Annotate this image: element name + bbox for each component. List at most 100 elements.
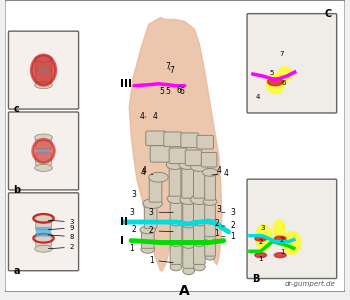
Text: 3: 3 (130, 208, 135, 217)
Ellipse shape (182, 241, 195, 248)
Ellipse shape (274, 253, 286, 258)
Ellipse shape (169, 238, 183, 246)
Ellipse shape (33, 139, 55, 163)
Ellipse shape (35, 215, 52, 222)
Text: 7: 7 (280, 51, 285, 57)
Ellipse shape (255, 253, 267, 258)
Text: 7: 7 (170, 66, 175, 75)
FancyBboxPatch shape (36, 136, 51, 149)
FancyBboxPatch shape (150, 146, 170, 162)
Text: 4: 4 (216, 166, 221, 175)
Ellipse shape (205, 254, 215, 260)
Text: I: I (120, 236, 125, 245)
Text: 1: 1 (280, 249, 285, 255)
FancyBboxPatch shape (201, 152, 217, 167)
Text: 5: 5 (166, 87, 170, 96)
Ellipse shape (202, 169, 218, 176)
Text: C: C (324, 8, 332, 19)
FancyBboxPatch shape (170, 198, 182, 220)
Text: 8: 8 (48, 234, 74, 240)
Text: 1: 1 (215, 229, 219, 238)
Ellipse shape (35, 134, 52, 141)
Text: II: II (120, 217, 128, 227)
Text: 6: 6 (282, 80, 286, 86)
FancyBboxPatch shape (36, 218, 51, 230)
Ellipse shape (182, 220, 195, 228)
Ellipse shape (193, 238, 206, 246)
Text: 3: 3 (149, 208, 173, 217)
Ellipse shape (277, 66, 293, 82)
FancyBboxPatch shape (169, 148, 187, 164)
FancyBboxPatch shape (8, 193, 79, 271)
Ellipse shape (191, 195, 208, 205)
FancyBboxPatch shape (183, 199, 195, 224)
Ellipse shape (274, 236, 286, 241)
Ellipse shape (191, 162, 208, 171)
FancyBboxPatch shape (205, 221, 215, 237)
Ellipse shape (267, 78, 283, 86)
FancyBboxPatch shape (185, 150, 202, 166)
Ellipse shape (35, 82, 52, 88)
Text: III: III (120, 79, 132, 89)
FancyBboxPatch shape (247, 14, 337, 113)
Ellipse shape (194, 263, 205, 271)
FancyBboxPatch shape (182, 164, 194, 198)
FancyBboxPatch shape (37, 148, 50, 153)
Text: 6: 6 (180, 87, 184, 96)
FancyBboxPatch shape (36, 153, 51, 165)
FancyBboxPatch shape (146, 131, 165, 146)
Ellipse shape (31, 55, 56, 85)
Ellipse shape (180, 195, 197, 205)
Ellipse shape (272, 219, 286, 241)
Text: 4: 4 (141, 168, 153, 177)
FancyBboxPatch shape (205, 237, 215, 256)
FancyBboxPatch shape (254, 219, 267, 239)
FancyBboxPatch shape (164, 132, 182, 147)
Text: 3: 3 (216, 205, 221, 214)
FancyBboxPatch shape (257, 85, 274, 110)
Ellipse shape (203, 198, 217, 206)
Text: 5: 5 (159, 87, 164, 96)
FancyBboxPatch shape (170, 242, 182, 264)
FancyBboxPatch shape (36, 227, 51, 237)
FancyBboxPatch shape (247, 179, 337, 278)
Ellipse shape (167, 194, 185, 203)
Text: 2: 2 (259, 238, 263, 244)
Text: 5: 5 (269, 70, 274, 76)
FancyBboxPatch shape (183, 244, 195, 268)
FancyBboxPatch shape (274, 219, 287, 239)
FancyBboxPatch shape (274, 255, 287, 271)
Ellipse shape (179, 160, 196, 170)
Text: dr-gumpert.de: dr-gumpert.de (285, 280, 336, 286)
FancyBboxPatch shape (280, 50, 294, 70)
Text: 1: 1 (149, 256, 173, 265)
FancyBboxPatch shape (194, 223, 205, 241)
Text: b: b (13, 185, 20, 195)
Text: B: B (252, 274, 259, 284)
Text: 1: 1 (129, 244, 134, 253)
FancyBboxPatch shape (36, 58, 51, 70)
Text: 4: 4 (256, 94, 260, 100)
Ellipse shape (204, 218, 216, 224)
Ellipse shape (140, 226, 155, 234)
FancyBboxPatch shape (205, 201, 215, 220)
FancyBboxPatch shape (36, 234, 51, 246)
Text: 7: 7 (165, 62, 170, 71)
Text: 2: 2 (222, 221, 235, 230)
Text: 2: 2 (48, 244, 74, 250)
Text: a: a (13, 266, 20, 276)
FancyBboxPatch shape (197, 135, 214, 149)
FancyBboxPatch shape (194, 242, 205, 264)
Text: 2: 2 (280, 237, 284, 243)
FancyBboxPatch shape (194, 166, 205, 198)
Text: 6: 6 (177, 86, 182, 95)
FancyBboxPatch shape (254, 255, 267, 271)
Ellipse shape (183, 267, 195, 274)
FancyBboxPatch shape (149, 178, 162, 202)
Ellipse shape (35, 55, 52, 62)
Ellipse shape (35, 164, 52, 171)
Text: 4: 4 (153, 112, 158, 122)
Text: 1: 1 (222, 232, 235, 241)
Text: 1: 1 (258, 256, 263, 262)
Text: 3: 3 (260, 225, 265, 231)
